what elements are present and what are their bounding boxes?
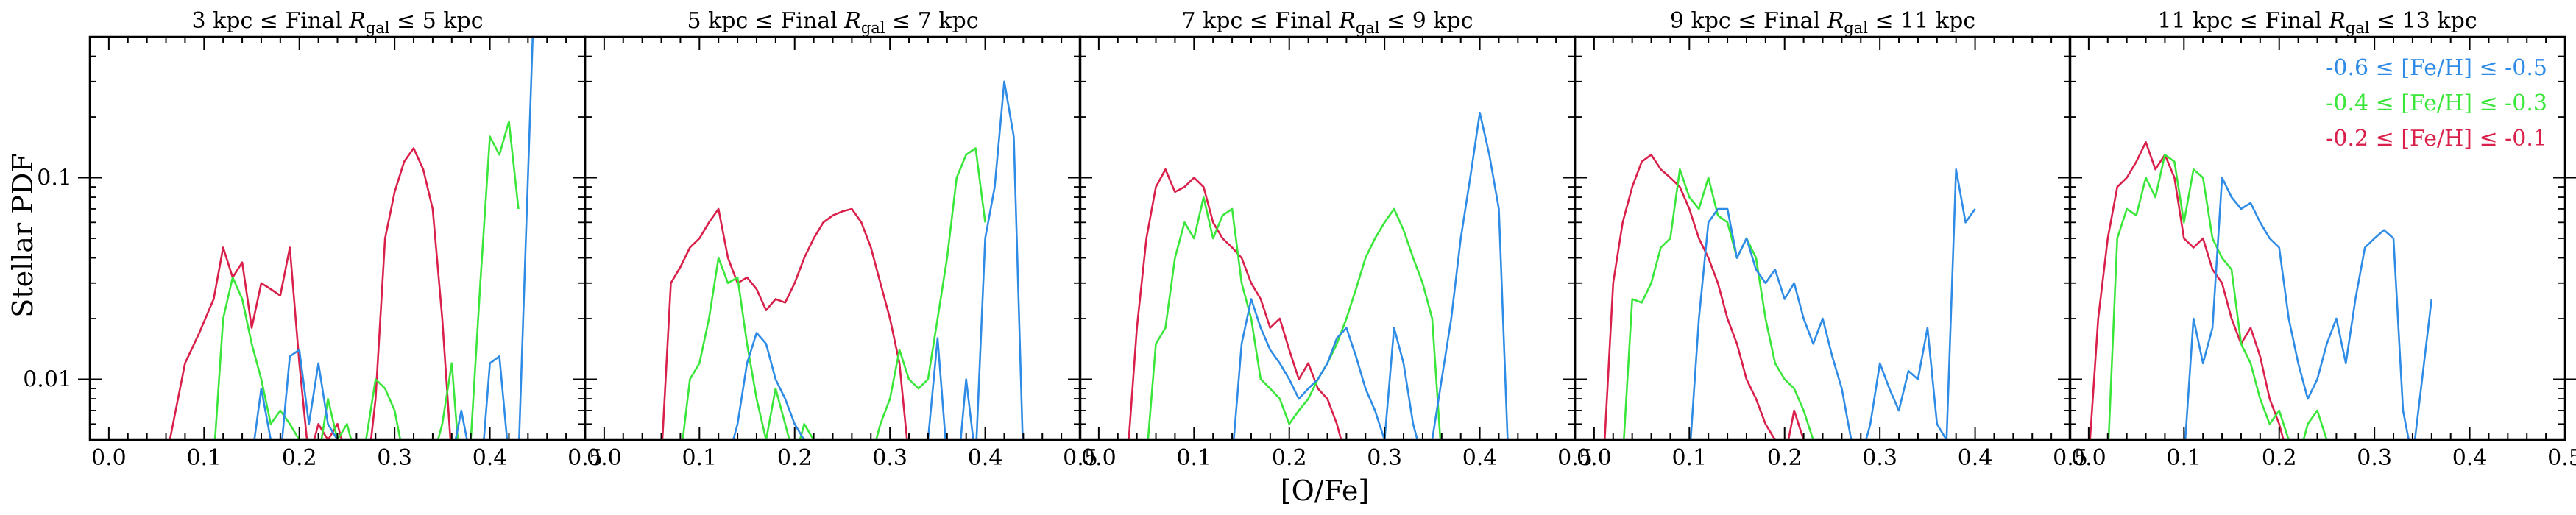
x-tick-label: 0.0 [91,445,127,471]
series-line-1-2 [213,120,520,440]
x-tick-label: 0.0 [1577,445,1612,471]
x-tick-label: 0.5 [2547,445,2576,471]
series-line-5-1 [2089,141,2285,440]
x-tick-label: 0.3 [2357,445,2392,471]
panel-frame [88,35,587,441]
x-tick-label: 0.2 [1767,445,1802,471]
series-line-1-3 [253,37,534,440]
series-line-4-1 [1603,154,1805,440]
x-tick-label: 0.0 [1081,445,1117,471]
x-axis-label: [O/Fe] [1281,475,1369,507]
panel-1: 0.0 0.1 0.2 0.3 0.4 0.5 0.1 0.01 3 kpc ≤ Final R… [23,8,603,471]
x-tick-label: 0.5 [567,445,603,471]
legend-entry: -0.4 ≤ [Fe/H] ≤ -0.3 [2326,90,2547,116]
x-tick-label: 0.0 [587,445,622,471]
y-axis-label: Stellar PDF [7,153,39,317]
panel-3: 0.0 0.1 0.2 0.3 0.4 0.5 7 kpc ≤ Final Rgal ≤ 9… [1068,8,1593,471]
panel-4: 0.0 0.1 0.2 0.3 0.4 0.5 9 kpc ≤ Final Rgal ≤ 1… [1563,8,2088,471]
series-line-3-2 [1147,196,1442,440]
x-tick-label: 0.1 [2166,445,2201,471]
x-tick-label: 0.2 [282,445,317,471]
x-tick-label: 0.2 [1272,445,1307,471]
series-line-5-2 [2107,154,2328,440]
panel-frame [1574,35,2072,441]
x-tick-label: 0.5 [1557,445,1593,471]
x-tick-label: 0.4 [1958,445,1993,471]
x-tick-label: 0.4 [1462,445,1498,471]
x-tick-label: 0.0 [2071,445,2106,471]
x-tick-label: 0.1 [1671,445,1707,471]
x-tick-label: 0.4 [473,445,508,471]
series-line-5-3 [2184,177,2433,440]
panel-title: 9 kpc ≤ Final Rgal ≤ 11 kpc [1670,8,1975,37]
panel-title: 5 kpc ≤ Final Rgal ≤ 7 kpc [687,8,978,37]
legend-entry: -0.2 ≤ [Fe/H] ≤ -0.1 [2326,126,2547,152]
x-tick-label: 0.3 [1862,445,1897,471]
x-tick-label: 0.3 [1367,445,1402,471]
x-tick-label: 0.5 [2053,445,2088,471]
series-line-3-1 [1128,168,1342,440]
series-line-1-1 [169,147,452,440]
series-line-2-3 [732,80,1024,440]
x-tick-label: 0.1 [682,445,717,471]
x-tick-label: 0.1 [186,445,222,471]
panel-5: 0.0 0.1 0.2 0.3 0.4 0.5 11 kpc ≤ Final Rgal ≤ … [2058,8,2576,471]
series-line-4-3 [1689,168,1976,440]
x-tick-label: 0.1 [1176,445,1211,471]
panel-title: 3 kpc ≤ Final Rgal ≤ 5 kpc [191,8,483,37]
x-tick-label: 0.2 [777,445,813,471]
series-line-2-2 [682,147,986,440]
series-line-4-2 [1622,168,1853,440]
y-tick-label: 0.01 [23,367,72,393]
x-tick-label: 0.4 [968,445,1003,471]
x-tick-label: 0.3 [872,445,907,471]
x-tick-label: 0.5 [1063,445,1098,471]
panel-title: 7 kpc ≤ Final Rgal ≤ 9 kpc [1181,8,1473,37]
y-tick-label: 0.1 [37,166,72,191]
panel-title: 11 kpc ≤ Final Rgal ≤ 13 kpc [2157,8,2477,37]
legend-entry: -0.6 ≤ [Fe/H] ≤ -0.5 [2326,55,2547,81]
x-tick-label: 0.4 [2452,445,2488,471]
series-line-3-3 [1232,111,1509,440]
x-tick-label: 0.2 [2262,445,2297,471]
series-line-2-1 [661,207,908,440]
panel-2: 0.0 0.1 0.2 0.3 0.4 0.5 5 kpc ≤ Final Rgal ≤ 7… [573,8,1098,471]
x-tick-label: 0.3 [377,445,412,471]
